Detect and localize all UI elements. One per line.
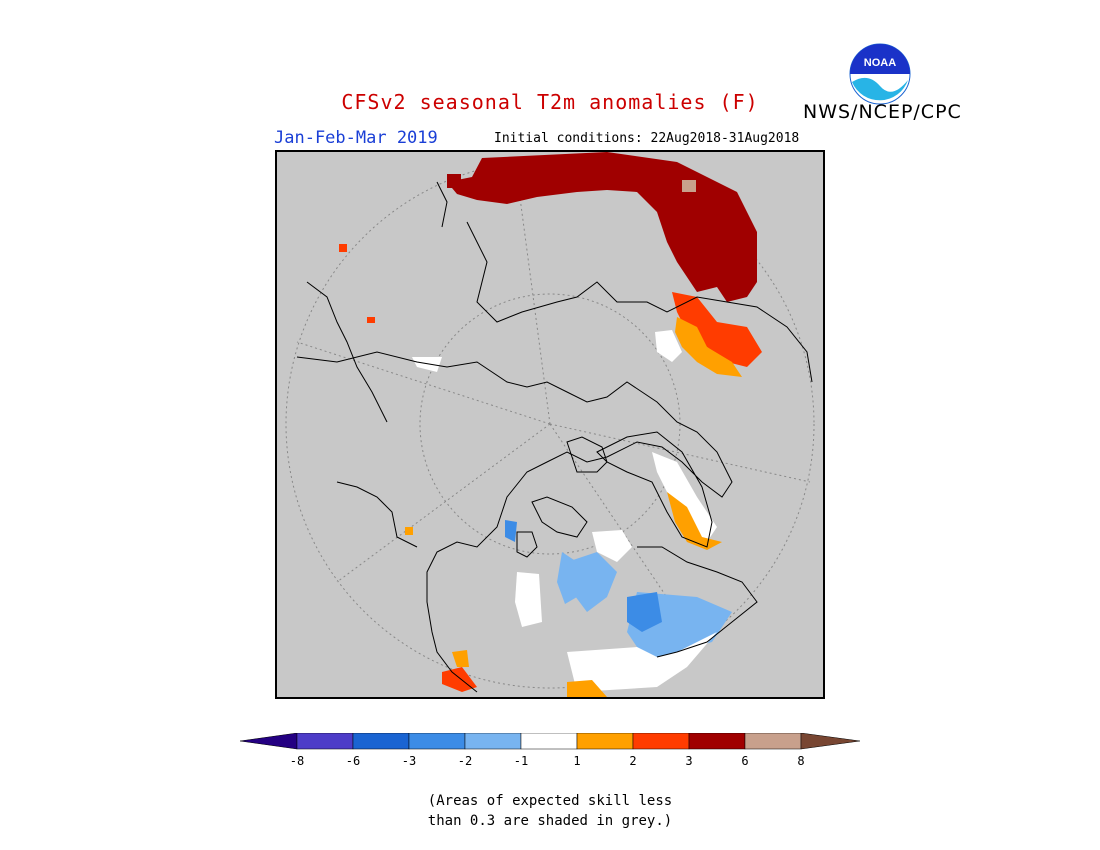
anomaly-m3-m2-patch: [505, 520, 517, 542]
colorbar-segment: [576, 733, 634, 750]
organization-label: NWS/NCEP/CPC: [803, 101, 962, 123]
colorbar-arrow-left: [240, 733, 298, 750]
anomaly-neutral-us: [567, 632, 717, 692]
anomaly-2-3-patch: [367, 317, 375, 323]
tick-label: 6: [741, 754, 748, 768]
colorbar-segment: [632, 733, 690, 750]
anomaly-neutral-greenland: [652, 452, 717, 542]
footnote-line: (Areas of expected skill less: [427, 793, 673, 809]
anomaly-3-6-patch: [447, 174, 461, 188]
projection-boundary: [285, 159, 815, 689]
tick-label: 2: [629, 754, 636, 768]
anomaly-1-2-greenland: [667, 492, 722, 550]
noaa-logo: NOAA: [849, 43, 911, 105]
season-label: Jan-Feb-Mar 2019: [274, 128, 438, 148]
initial-conditions-label: Initial conditions: 22Aug2018-31Aug2018: [494, 131, 800, 146]
anomaly-2-3-patch: [339, 244, 347, 252]
coastline: [296, 181, 813, 693]
polar-map-svg: [285, 152, 815, 697]
anomaly-m3-m2-canada: [627, 592, 662, 632]
colorbar-segment: [520, 733, 578, 750]
anomaly-1-2-patch: [405, 527, 413, 535]
colorbar-segment: [744, 733, 802, 750]
map-title: CFSv2 seasonal T2m anomalies (F): [341, 90, 759, 114]
tick-label: -6: [346, 754, 360, 768]
tick-label: 8: [797, 754, 804, 768]
noaa-logo-text: NOAA: [864, 57, 896, 69]
anomaly-neutral-asia: [412, 357, 442, 372]
anomaly-m2-m1-canada: [567, 552, 617, 612]
footnote: (Areas of expected skill less than 0.3 a…: [0, 791, 1100, 831]
colorbar-segment: [408, 733, 466, 750]
anomaly-1-2-asia: [452, 650, 469, 667]
colorbar-segment: [464, 733, 522, 750]
polar-map: [275, 150, 825, 699]
colorbar-segment: [352, 733, 410, 750]
anomaly-2-3-europe: [672, 292, 762, 367]
meridian-line: [336, 423, 551, 583]
tick-label: -2: [458, 754, 472, 768]
anomaly-neutral-alaska: [515, 572, 542, 627]
colorbar-segment: [296, 733, 354, 750]
colorbar-segment: [688, 733, 746, 750]
anomaly-1-2-us: [567, 680, 607, 697]
tick-label: -1: [514, 754, 528, 768]
tick-label: -3: [402, 754, 416, 768]
anomaly-neutral-europe: [655, 330, 682, 362]
colorbar-ticks: -8 -6 -3 -2 -1 1 2 3 6 8: [290, 754, 805, 768]
meridian-line: [549, 423, 811, 483]
meridian-line: [514, 159, 551, 425]
meridian-line: [296, 341, 551, 425]
footnote-line: than 0.3 are shaded in grey.): [427, 813, 673, 829]
anomaly-3-6-siberia: [447, 152, 757, 302]
tick-label: 3: [685, 754, 692, 768]
colorbar-arrow-right: [800, 733, 861, 750]
anomaly-6-8-patch: [682, 180, 696, 192]
tick-label: -8: [290, 754, 304, 768]
anomaly-1-2-europe: [675, 317, 742, 377]
colorbar: -8 -6 -3 -2 -1 1 2 3 6 8: [240, 733, 861, 768]
tick-label: 1: [573, 754, 580, 768]
anomaly-2-3-asia: [442, 667, 477, 692]
anomaly-neutral-canada: [592, 530, 632, 562]
anomaly-m2-m1-alaska: [557, 552, 577, 604]
